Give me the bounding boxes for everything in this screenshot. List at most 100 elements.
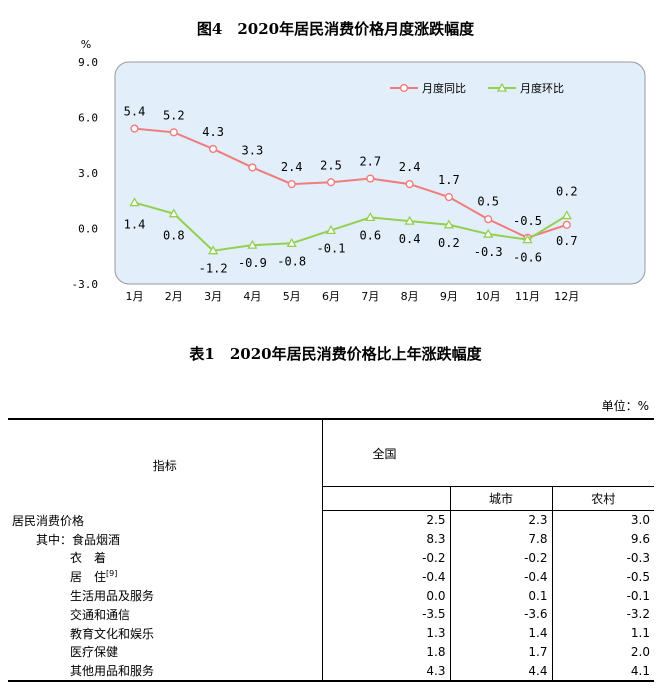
- data-label-mom: -1.2: [199, 262, 228, 276]
- data-point-yoy: [326, 178, 336, 187]
- data-point-yoy: [444, 192, 454, 202]
- cell-national: -3.5: [321, 604, 450, 624]
- unit-label: 单位：%: [601, 399, 649, 413]
- cell-rural: 2.0: [551, 642, 654, 662]
- series-line-mom: [134, 201, 568, 252]
- data-label-mom: -0.6: [513, 251, 542, 265]
- header-indicator: 指标: [8, 418, 322, 511]
- cell-rural: 9.6: [551, 529, 654, 549]
- cell-urban: 7.8: [449, 529, 552, 549]
- cell-urban: 0.1: [449, 586, 552, 605]
- data-label-yoy: 1.7: [438, 173, 460, 187]
- data-label-yoy: 0.2: [556, 185, 578, 199]
- legend-marker: [399, 83, 409, 93]
- data-point-yoy: [287, 180, 296, 189]
- data-label-mom: 0.2: [438, 236, 460, 250]
- data-label-yoy: 2.4: [399, 160, 421, 174]
- cell-national: 1.3: [321, 623, 450, 643]
- table-row: 居民消费价格 2.5 2.3 3.0: [8, 510, 654, 530]
- data-point-mom: [247, 239, 258, 249]
- cell-national: -0.2: [321, 548, 450, 568]
- data-point-yoy: [405, 180, 414, 189]
- data-label-mom: 0.4: [399, 232, 421, 246]
- header-rural: 农村: [551, 486, 654, 511]
- row-label: 其他用品和服务: [8, 661, 322, 683]
- cell-rural: 3.0: [551, 510, 654, 530]
- data-point-mom: [168, 208, 179, 218]
- x-tick-label: 2月: [165, 290, 183, 303]
- data-label-mom: 0.7: [556, 234, 578, 248]
- data-point-mom: [365, 212, 376, 222]
- data-label-yoy: 2.7: [359, 155, 381, 169]
- row-label: 教育文化和娱乐: [70, 626, 155, 641]
- cell-urban: -0.4: [449, 567, 552, 587]
- data-label-yoy: 5.4: [124, 105, 146, 119]
- legend-label: 月度同比: [422, 81, 466, 95]
- table-row: 生活用品及服务 0.0 0.1 -0.1: [8, 586, 654, 605]
- y-axis-unit: %: [81, 38, 91, 51]
- data-label-yoy: 2.5: [320, 158, 342, 172]
- data-label-yoy: 0.5: [477, 194, 499, 208]
- y-tick-label: 0.0: [78, 223, 98, 236]
- data-label-yoy: 2.4: [281, 160, 303, 174]
- cell-rural: 1.1: [551, 623, 654, 643]
- row-label: 生活用品及服务: [70, 589, 155, 604]
- data-point-mom: [286, 237, 297, 247]
- cell-urban: 1.7: [449, 642, 552, 662]
- row-label: 其中：食品烟酒: [36, 532, 121, 547]
- data-point-mom: [561, 210, 572, 220]
- x-tick-label: 8月: [401, 290, 419, 303]
- data-label-mom: -0.3: [474, 245, 503, 259]
- cell-national: 0.0: [321, 586, 450, 605]
- data-point-mom: [207, 245, 219, 255]
- data-point-mom: [483, 228, 494, 238]
- data-point-yoy: [562, 220, 571, 229]
- data-label-mom: 0.6: [359, 228, 381, 242]
- data-label-mom: -0.9: [238, 256, 267, 270]
- data-label-yoy: 3.3: [242, 143, 264, 157]
- row-label: 衣 着: [70, 551, 107, 566]
- cell-national: 4.3: [321, 661, 450, 683]
- row-label: 居民消费价格: [12, 513, 85, 528]
- data-label-mom: 1.4: [124, 218, 146, 232]
- footnote-marker: [9]: [106, 569, 118, 579]
- plot-area: [114, 61, 646, 285]
- data-point-mom: [325, 225, 337, 235]
- cell-urban: -0.2: [449, 548, 552, 568]
- data-point-yoy: [366, 174, 375, 183]
- data-label-mom: 0.8: [163, 229, 185, 243]
- data-point-yoy: [248, 163, 257, 172]
- data-point-yoy: [209, 144, 218, 154]
- x-tick-label: 4月: [243, 290, 261, 303]
- chart-title: 图4 2020年居民消费价格月度涨跌幅度: [196, 20, 475, 38]
- table-row: 交通和通信 -3.5 -3.6 -3.2: [8, 604, 654, 624]
- data-point-mom: [129, 197, 140, 207]
- table-row: 其他用品和服务 4.3 4.4 4.1: [8, 661, 654, 683]
- cell-rural: -0.3: [551, 548, 654, 568]
- price-table: 指标 全国 城市 农村 居民消费价格 2.5 2.3 3.0 其中：食品烟酒 8…: [8, 418, 654, 683]
- data-label-mom: -0.8: [277, 254, 306, 268]
- table-row: 衣 着 -0.2 -0.2 -0.3: [8, 548, 654, 568]
- x-tick-label: 3月: [204, 290, 222, 303]
- row-label: 居 住: [70, 570, 107, 585]
- cell-national: 1.8: [321, 642, 450, 662]
- row-label: 医疗保健: [70, 645, 119, 660]
- data-label-mom: -0.1: [317, 241, 346, 255]
- cell-urban: -3.6: [449, 604, 552, 624]
- cell-rural: -3.2: [551, 604, 654, 624]
- table-row: 教育文化和娱乐 1.3 1.4 1.1: [8, 623, 654, 643]
- data-point-yoy: [169, 128, 178, 137]
- cell-national: 2.5: [321, 510, 450, 530]
- x-tick-label: 9月: [440, 290, 458, 303]
- x-tick-label: 1月: [126, 290, 144, 303]
- data-label-yoy: 4.3: [202, 125, 224, 139]
- y-tick-label: 9.0: [78, 56, 98, 69]
- cell-national: -0.4: [321, 567, 450, 587]
- header-national: 全国: [321, 418, 654, 487]
- data-label-yoy: -0.5: [513, 214, 542, 228]
- legend-label: 月度环比: [520, 81, 564, 95]
- legend-marker: [496, 82, 508, 92]
- data-point-mom: [404, 215, 415, 225]
- data-point-yoy: [130, 124, 139, 133]
- table-row: 医疗保健 1.8 1.7 2.0: [8, 642, 654, 662]
